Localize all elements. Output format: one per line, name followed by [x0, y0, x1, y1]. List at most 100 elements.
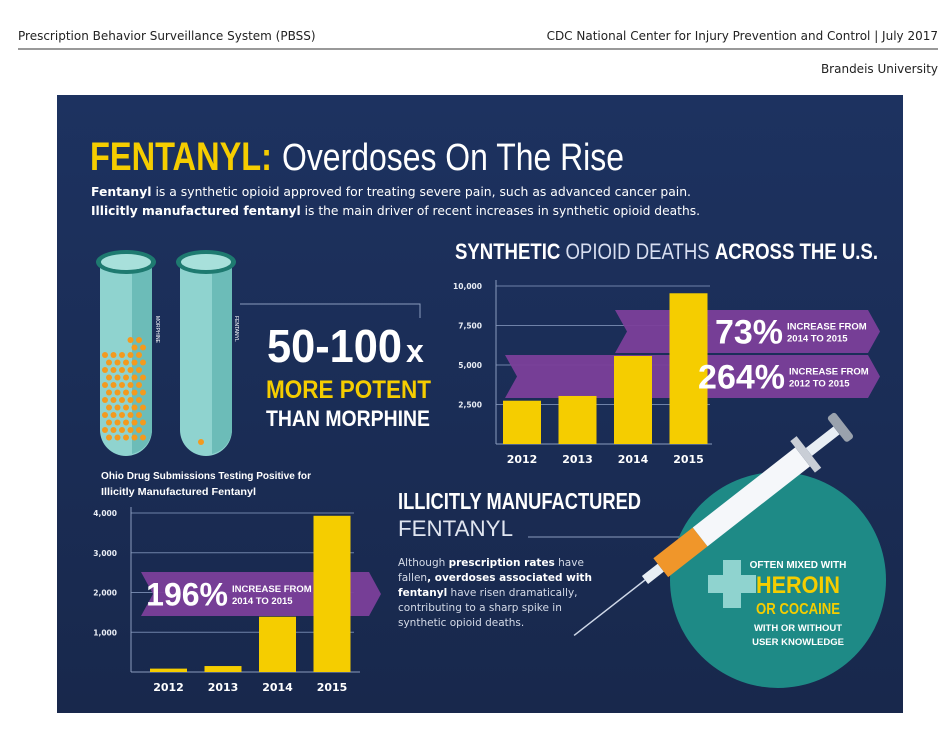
pill-dot: [123, 404, 129, 411]
illicit-body-bold: , overdoses associated with: [427, 572, 592, 584]
pill-dot: [106, 359, 112, 366]
x-tick-label: 2014: [262, 681, 293, 694]
chart2-title-line2: Illicitly Manufactured Fentanyl: [101, 487, 256, 498]
syringe-icon: [573, 412, 854, 637]
pill-dot: [140, 419, 146, 426]
bar-2014: [614, 355, 652, 444]
potency-line3: THAN MORPHINE: [266, 406, 430, 431]
pill-dot: [127, 427, 134, 433]
illicit-body-line: fallen, overdoses associated with: [398, 572, 592, 584]
y-tick-label: 4,000: [93, 509, 117, 518]
morphine-tube: MORPHINE: [96, 250, 160, 456]
pill-dot: [114, 434, 121, 441]
circle-line3: OR COCAINE: [756, 601, 840, 618]
illicit-body-text: have: [555, 557, 584, 569]
x-tick-label: 2013: [562, 453, 593, 466]
x-tick-label: 2015: [317, 681, 348, 694]
pill-dot: [119, 397, 125, 403]
pill-dot: [119, 352, 125, 358]
chart-ohio-submissions: Ohio Drug Submissions Testing Positive f…: [93, 471, 381, 694]
illicit-title-1: ILLICITLY MANUFACTURED: [398, 488, 641, 514]
pill-dot: [114, 389, 121, 396]
x-tick-label: 2014: [618, 453, 649, 466]
x-tick-label: 2013: [208, 681, 239, 694]
chart1-title: SYNTHETIC OPIOID DEATHS ACROSS THE U.S.: [455, 239, 878, 264]
illicit-body-text: have risen dramatically,: [447, 587, 577, 599]
pill-dot: [110, 382, 117, 388]
y-tick-label: 10,000: [453, 282, 482, 291]
illicit-body-line: Although prescription rates have: [398, 557, 584, 569]
pill-dot: [106, 434, 112, 441]
bar-2012: [503, 400, 541, 444]
pill-dot: [127, 337, 134, 343]
pill-dot: [102, 427, 108, 433]
increase-banner-line2: 2014 TO 2015: [232, 596, 293, 607]
pill-dot: [123, 359, 129, 366]
x-tick-label: 2015: [673, 453, 704, 466]
connector-line: [240, 303, 421, 318]
pill-dot: [110, 427, 117, 433]
pill-dot: [140, 404, 146, 411]
pill-dot: [136, 367, 142, 373]
potency-number: 50-100: [267, 320, 402, 372]
increase-banner-line1: INCREASE FROM: [232, 584, 312, 595]
pill-dot: [140, 359, 146, 366]
pill-dot: [136, 412, 142, 418]
illicit-body-line: contributing to a sharp spike in: [398, 602, 562, 614]
increase-banner-line2: 2014 TO 2015: [787, 334, 848, 345]
pill-dot: [114, 374, 121, 381]
illicit-body-text: fallen: [398, 572, 427, 584]
pill-dot: [119, 382, 125, 388]
bar-2012: [150, 668, 187, 672]
y-tick-label: 7,500: [458, 322, 482, 331]
pill-dot: [123, 389, 129, 396]
pill-dot: [102, 382, 108, 388]
pill-dot: [119, 427, 125, 433]
morphine-label: MORPHINE: [154, 316, 160, 344]
pill-dot: [131, 404, 138, 411]
pill-dot: [102, 352, 108, 358]
pill-dot: [131, 374, 138, 381]
pill-dot: [127, 397, 134, 403]
pill-dot: [110, 397, 117, 403]
increase-banner-line1: INCREASE FROM: [789, 367, 869, 378]
circle-line4: WITH OR WITHOUT: [754, 623, 842, 634]
pill-dot: [123, 419, 129, 426]
x-tick-label: 2012: [507, 453, 538, 466]
pill-dot: [127, 367, 134, 373]
pill-dot: [114, 359, 121, 366]
intro-line-2: Illicitly manufactured fentanyl is the m…: [91, 203, 700, 218]
pill-dot: [136, 352, 142, 358]
pill-dot: [140, 434, 146, 441]
pill-dot: [119, 412, 125, 418]
pill-dot: [102, 397, 108, 403]
potency-x: x: [406, 333, 424, 369]
fentanyl-label: FENTANYL: [233, 316, 239, 342]
pill-dot: [127, 382, 134, 388]
title-rest: Overdoses On The Rise: [282, 137, 624, 179]
increase-banner-percent: 73%: [715, 314, 783, 352]
pill-dot: [106, 419, 112, 426]
chart2-title-line1: Ohio Drug Submissions Testing Positive f…: [101, 471, 311, 482]
y-tick-label: 2,000: [93, 589, 117, 598]
pill-dot: [136, 337, 142, 343]
header-right: CDC National Center for Injury Preventio…: [547, 29, 938, 43]
pill-dot: [131, 434, 138, 441]
title-strong: FENTANYL:: [90, 135, 272, 179]
pill-dot: [106, 404, 112, 411]
intro-line-1: Fentanyl is a synthetic opioid approved …: [91, 184, 691, 199]
pill-dot: [140, 374, 146, 381]
illicit-body-bold: fentanyl: [398, 587, 447, 599]
illicit-body-text: synthetic opioid deaths.: [398, 617, 524, 629]
pill-dot: [123, 434, 129, 441]
pill-dot: [123, 374, 129, 381]
plus-icon: [708, 560, 756, 608]
bar-2015: [313, 515, 351, 672]
illicit-title-2: FENTANYL: [398, 516, 513, 541]
illicit-body-text: Although: [398, 557, 449, 569]
illicit-body-line: fentanyl have risen dramatically,: [398, 587, 578, 599]
pill-dot: [131, 389, 138, 396]
pill-dot: [136, 397, 142, 403]
pill-dot: [136, 382, 142, 388]
